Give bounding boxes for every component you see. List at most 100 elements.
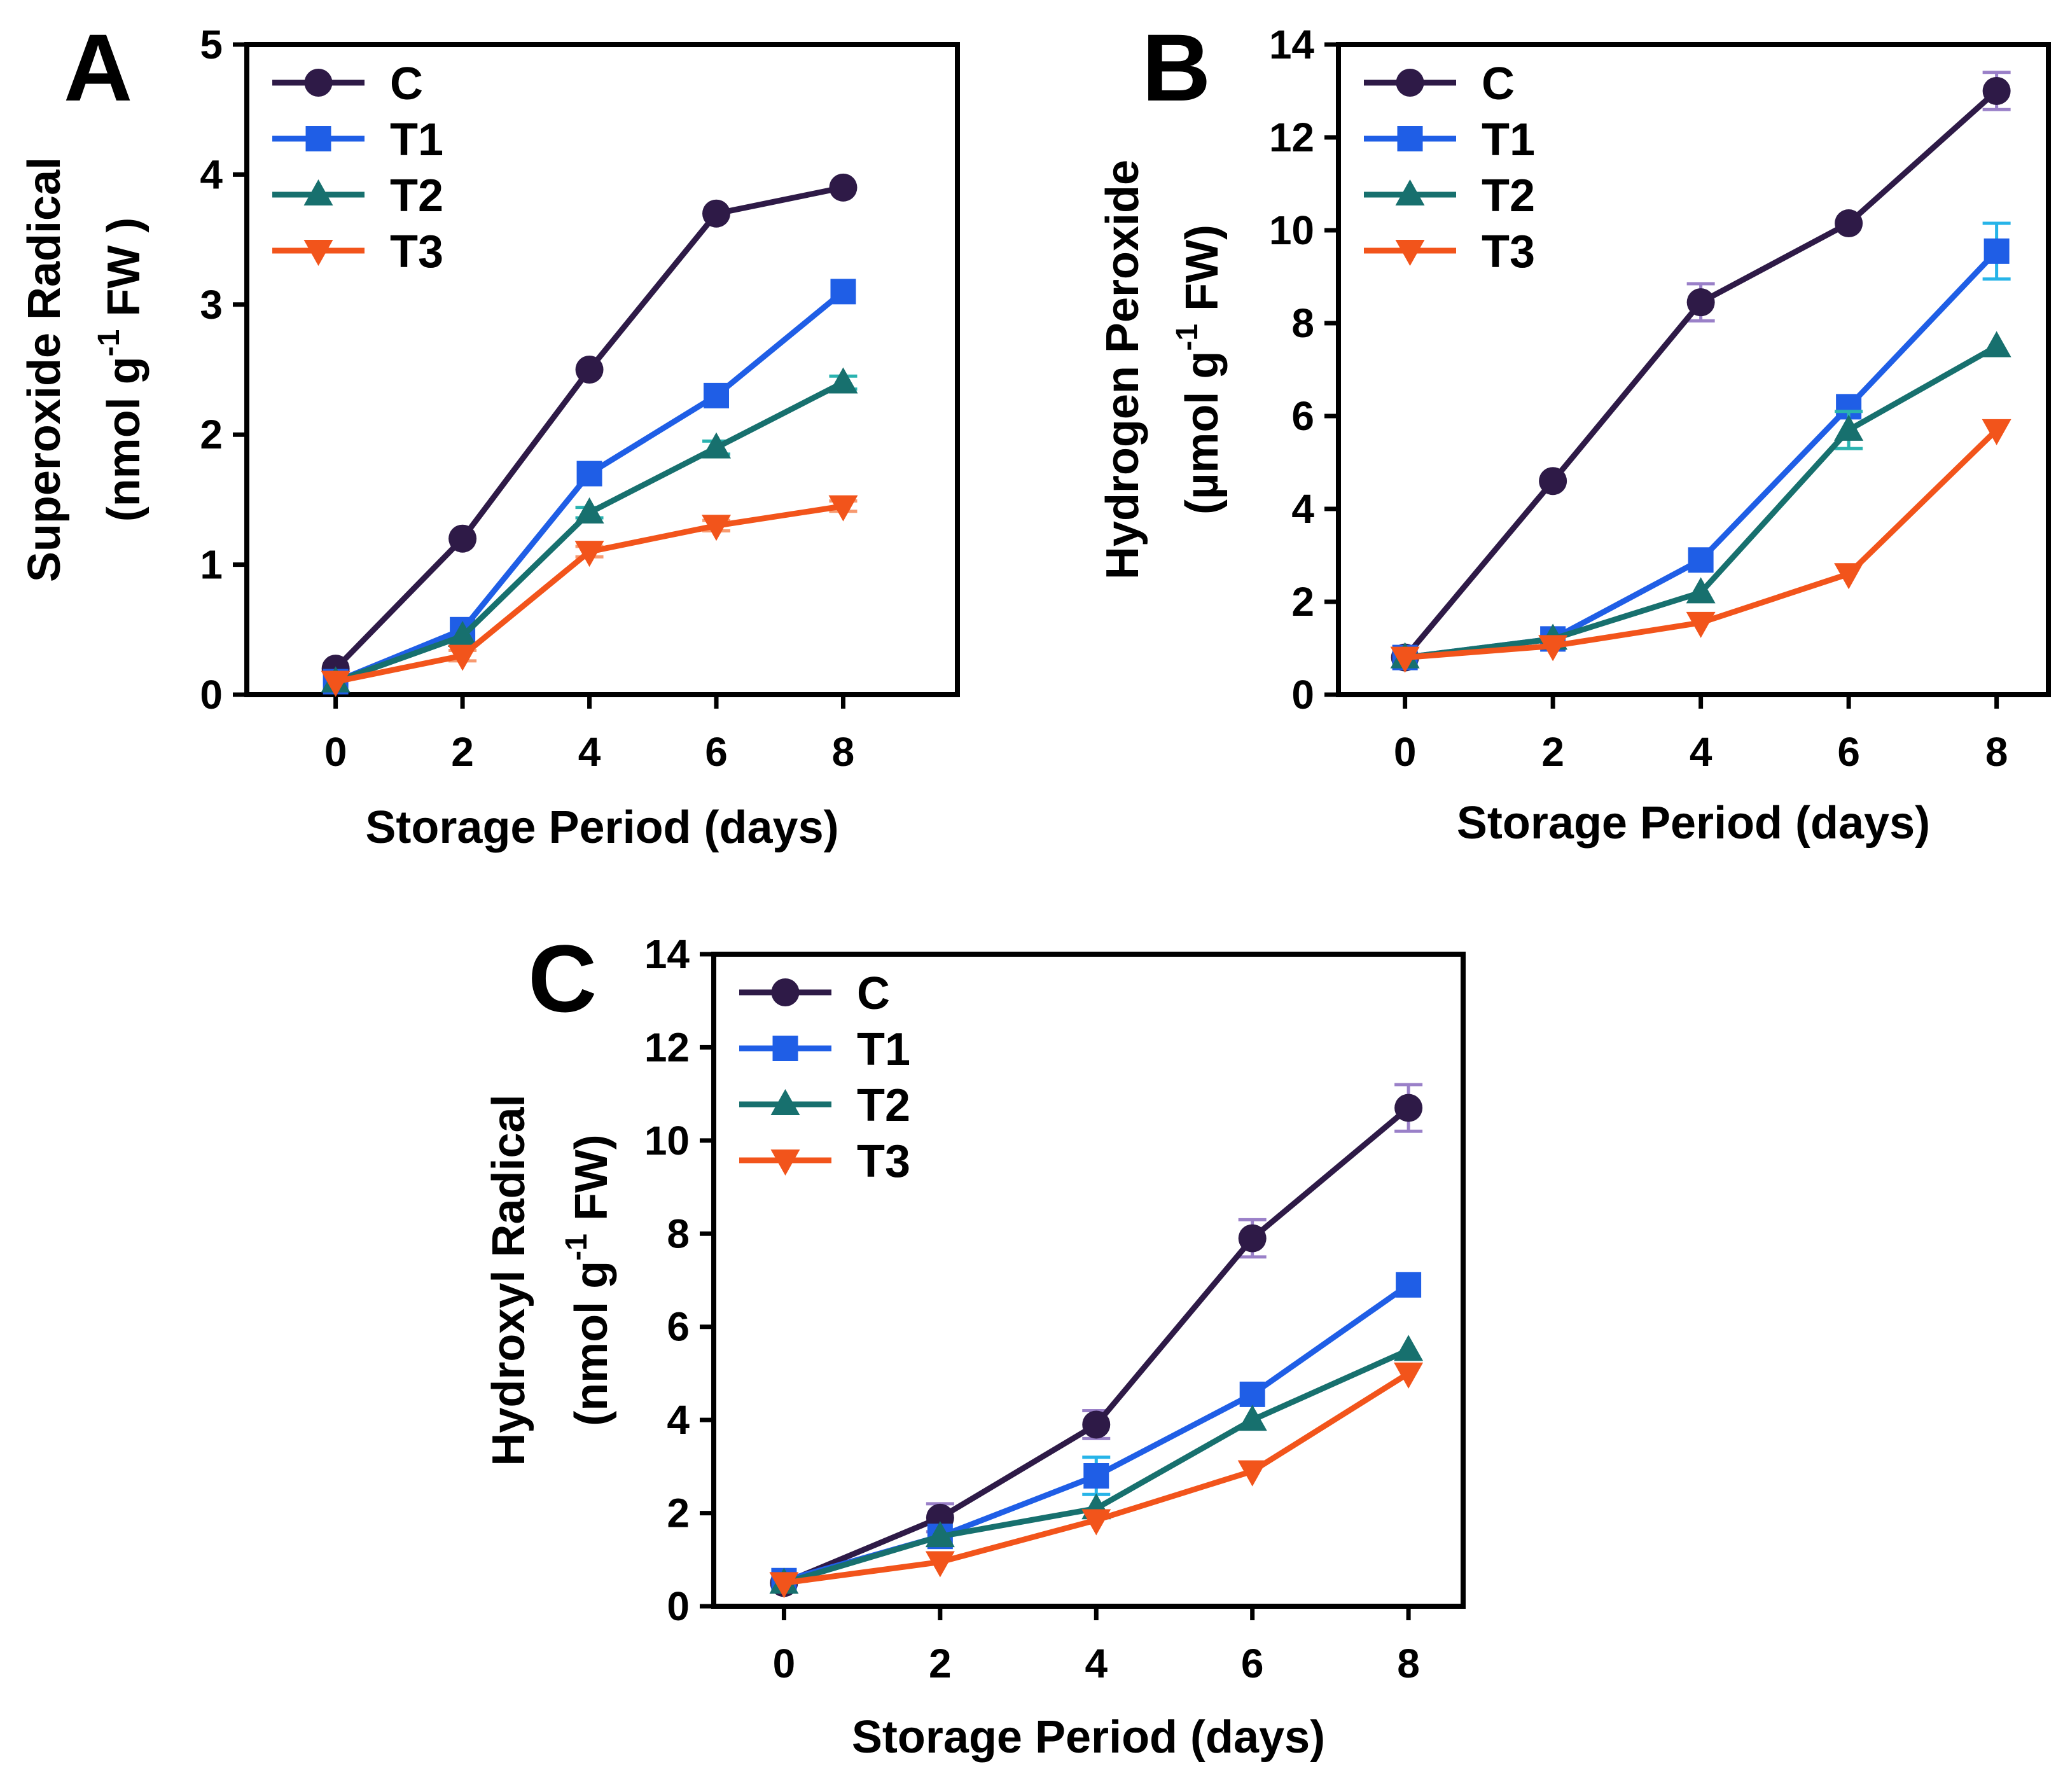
legend-label: T1 xyxy=(390,115,443,165)
data-point xyxy=(448,524,477,553)
series-t3 xyxy=(769,1362,1424,1599)
data-point xyxy=(1983,238,2010,264)
legend-label: C xyxy=(390,59,423,109)
legend-label: C xyxy=(857,968,890,1019)
x-tick-label: 6 xyxy=(1837,729,1860,775)
data-point xyxy=(448,621,478,648)
y-tick-label: 12 xyxy=(644,1024,690,1070)
y-tick-label: 2 xyxy=(1291,579,1314,625)
legend-marker xyxy=(1395,240,1425,266)
data-point xyxy=(1686,611,1716,638)
series-line xyxy=(1405,344,1998,661)
y-tick-label: 8 xyxy=(667,1211,690,1256)
legend-label: T1 xyxy=(1482,115,1535,165)
data-point xyxy=(1982,77,2011,105)
x-tick-label: 2 xyxy=(929,1641,952,1686)
data-point xyxy=(1538,635,1568,662)
data-point xyxy=(1390,646,1420,673)
plot-frame xyxy=(1336,42,2051,697)
data-point xyxy=(1982,331,2011,358)
legend-item-c: C xyxy=(272,59,423,109)
y-tick-label: 4 xyxy=(667,1397,690,1443)
series-t1 xyxy=(323,279,856,695)
y-unit-superscript: -1 xyxy=(560,1233,594,1261)
y-tick-label: 0 xyxy=(1291,672,1314,718)
y-tick-label: 4 xyxy=(1291,486,1314,532)
x-tick-label: 0 xyxy=(1394,729,1417,775)
data-point xyxy=(1394,1335,1424,1361)
panel-letter: C xyxy=(528,925,597,1032)
data-point xyxy=(1394,1094,1423,1122)
legend-marker xyxy=(1397,126,1423,151)
legend-label: T2 xyxy=(857,1080,910,1131)
data-point xyxy=(828,367,858,394)
legend-marker xyxy=(1395,179,1425,205)
data-point xyxy=(576,461,602,487)
data-point xyxy=(704,382,730,408)
legend-marker xyxy=(770,1150,800,1176)
x-tick-label: 0 xyxy=(324,729,347,775)
legend-marker xyxy=(772,1036,798,1061)
legend-marker xyxy=(770,1089,800,1115)
y-unit-suffix: FW) xyxy=(1177,225,1228,324)
legend-label: T1 xyxy=(857,1024,910,1075)
y-unit-superscript: -1 xyxy=(1170,324,1204,351)
data-point xyxy=(702,432,732,459)
y-unit-suffix: FW) xyxy=(566,1134,617,1233)
legend-item-t3: T3 xyxy=(272,226,443,277)
y-tick-label: 6 xyxy=(1291,393,1314,439)
legend-item-t2: T2 xyxy=(1364,170,1535,221)
y-axis-title-line1: Superoxide Radical xyxy=(19,157,70,582)
legend-item-t2: T2 xyxy=(739,1080,910,1131)
x-tick-label: 8 xyxy=(1985,729,2008,775)
y-unit-prefix: (µmol g xyxy=(1177,351,1228,515)
data-point xyxy=(1982,419,2011,445)
y-tick-label: 10 xyxy=(1269,207,1314,253)
data-point xyxy=(769,1572,799,1599)
data-point xyxy=(574,541,604,567)
x-axis-title: Storage Period (days) xyxy=(1457,798,1930,849)
data-point xyxy=(1686,288,1715,317)
data-point xyxy=(830,279,856,305)
x-tick-label: 8 xyxy=(1397,1641,1420,1686)
x-tick-label: 4 xyxy=(1085,1641,1108,1686)
y-axis-title-line1: Hydrogen Peroxide xyxy=(1097,160,1148,580)
legend-label: T3 xyxy=(857,1136,910,1187)
series-line xyxy=(334,289,845,684)
data-point xyxy=(828,495,858,522)
legend-item-t1: T1 xyxy=(739,1024,910,1075)
y-tick-label: 2 xyxy=(200,412,223,457)
plot-frame xyxy=(711,952,1466,1609)
series-t3 xyxy=(321,495,858,697)
data-point xyxy=(1083,1463,1109,1489)
legend-item-t3: T3 xyxy=(1364,226,1535,277)
x-axis-title: Storage Period (days) xyxy=(852,1712,1325,1763)
legend-label: T2 xyxy=(1482,170,1535,221)
legend-marker xyxy=(1396,69,1424,97)
data-point xyxy=(1688,547,1714,573)
legend-item-c: C xyxy=(1364,59,1515,109)
data-point xyxy=(321,670,351,697)
legend-marker xyxy=(303,179,333,205)
data-point xyxy=(1394,1362,1424,1389)
data-point xyxy=(448,644,478,671)
series-line xyxy=(335,380,845,684)
y-tick-label: 0 xyxy=(200,672,223,718)
series-t3 xyxy=(1390,419,2011,673)
x-tick-label: 2 xyxy=(451,729,474,775)
legend-label: T2 xyxy=(390,170,443,221)
data-point xyxy=(1237,1460,1267,1487)
y-tick-label: 6 xyxy=(667,1304,690,1350)
y-axis-title-line2: (nmol g-1 FW ) xyxy=(92,218,149,522)
legend-item-t1: T1 xyxy=(1364,115,1535,165)
data-point xyxy=(1237,1405,1267,1431)
y-tick-label: 2 xyxy=(667,1490,690,1536)
x-tick-label: 8 xyxy=(832,729,855,775)
data-point xyxy=(1238,1224,1267,1253)
y-tick-label: 3 xyxy=(200,282,223,328)
legend-label: C xyxy=(1482,59,1515,109)
